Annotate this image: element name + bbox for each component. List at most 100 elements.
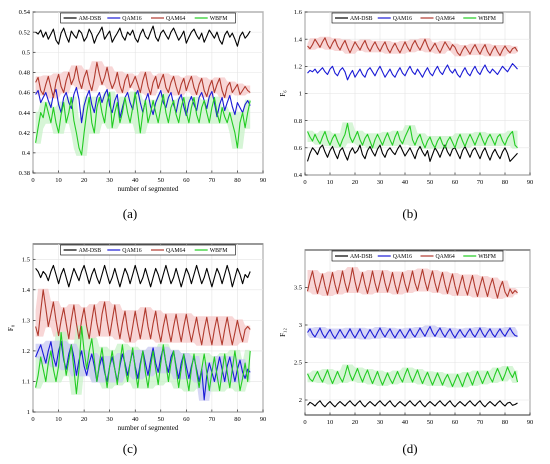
- y-tick-label: 1.4: [294, 36, 303, 43]
- x-tick-label: 40: [132, 416, 139, 423]
- band-wbfm: [307, 122, 518, 149]
- x-tick-label: 10: [55, 177, 62, 184]
- y-tick-label: 0.54: [19, 9, 31, 16]
- legend-label: AM-DSB: [350, 254, 373, 260]
- series-line-qam64: [306, 267, 518, 299]
- legend-box: [60, 12, 236, 24]
- y-tick-label: 0.4: [294, 172, 303, 179]
- y-tick-label: 2.5: [294, 360, 302, 367]
- band-wbfm: [307, 364, 518, 388]
- x-tick-label: 30: [377, 419, 384, 426]
- y-tick-label: 1.2: [22, 348, 30, 355]
- series-line-am-dsb: [35, 25, 251, 47]
- series-line-wbfm: [306, 122, 518, 149]
- panel-label: (a): [123, 206, 137, 221]
- x-tick-label: 60: [183, 416, 190, 423]
- y-tick-label: 0.8: [294, 118, 302, 125]
- y-tick-label: 0.6: [294, 145, 303, 152]
- series-line-qam64: [35, 61, 251, 99]
- x-tick-label: 10: [327, 419, 334, 426]
- legend-label: WBFM: [210, 16, 228, 22]
- legend: AM-DSB QAM16 QAM64 WBFM: [331, 250, 504, 262]
- y-tick-label: 1: [299, 91, 302, 98]
- y-tick-label: 1.1: [22, 379, 30, 386]
- series-line-wbfm: [307, 364, 519, 388]
- x-tick-label: 10: [55, 416, 62, 423]
- y-tick-label: 0.5: [22, 49, 30, 56]
- legend-label: WBFM: [210, 248, 228, 254]
- y-axis-label: F₁₂: [279, 328, 287, 337]
- x-tick-label: 90: [260, 416, 267, 423]
- y-tick-label: 0.52: [19, 29, 30, 36]
- x-tick-label: 20: [352, 179, 359, 186]
- x-tick-label: 0: [31, 416, 34, 423]
- x-tick-label: 80: [502, 179, 509, 186]
- x-tick-label: 30: [377, 179, 384, 186]
- y-tick-label: 0.38: [19, 170, 30, 177]
- x-tick-label: 50: [158, 177, 165, 184]
- legend-label: AM-DSB: [79, 16, 102, 22]
- y-tick-label: 1.5: [22, 256, 30, 263]
- y-tick-label: 3: [299, 322, 302, 329]
- panel-label: (d): [402, 441, 417, 456]
- x-tick-label: 70: [477, 419, 484, 426]
- series-line-am-dsb: [306, 144, 518, 162]
- band-qam64: [307, 267, 518, 299]
- y-tick-label: 0.46: [19, 90, 31, 97]
- y-tick-label: 0.4: [22, 150, 31, 157]
- legend-box: [331, 250, 504, 262]
- legend-label: QAM16: [393, 254, 412, 260]
- x-tick-label: 20: [81, 177, 88, 184]
- legend-label: QAM16: [393, 16, 412, 22]
- x-tick-label: 60: [183, 177, 190, 184]
- chart-panel-2: 0 10 20 30 40 50 60 70 80 90 0.4 0.6 0.8 1 1.2 1.4 1.6 AM…: [279, 9, 533, 221]
- series-line-wbfm: [35, 91, 251, 156]
- legend-label: WBFM: [478, 254, 496, 260]
- series-line-qam64: [307, 37, 518, 57]
- x-tick-label: 20: [352, 419, 359, 426]
- x-tick-label: 30: [106, 416, 113, 423]
- chart-panel-1: 0 10 20 30 40 50 60 70 80 90 0.38 0.4 0.42 0.44 0.46 0.…: [19, 9, 267, 221]
- x-tick-label: 70: [209, 416, 216, 423]
- legend-box: [331, 12, 504, 24]
- legend-label: AM-DSB: [350, 16, 373, 22]
- y-tick-label: 0.48: [19, 70, 30, 77]
- legend: AM-DSB QAM16 QAM64 WBFM: [60, 12, 236, 24]
- y-tick-label: 1: [27, 409, 30, 416]
- y-tick-label: 1.2: [294, 64, 302, 71]
- y-tick-label: 0.44: [19, 110, 31, 117]
- x-tick-label: 70: [477, 179, 484, 186]
- legend-label: WBFM: [478, 16, 496, 22]
- series-line-qam16: [307, 325, 518, 340]
- series-line-qam16: [307, 63, 518, 81]
- x-tick-label: 10: [327, 179, 334, 186]
- x-tick-label: 0: [303, 179, 306, 186]
- y-axis-label: F₈: [7, 324, 15, 331]
- chart-panel-4: 0 10 20 30 40 50 60 70 80 90 2 2.5 3 3.5 AM-DSB QAM16 QA…: [279, 249, 533, 456]
- x-tick-label: 50: [158, 416, 165, 423]
- y-tick-label: 0.42: [19, 130, 30, 137]
- x-tick-label: 40: [402, 179, 409, 186]
- x-tick-label: 80: [234, 416, 241, 423]
- x-tick-label: 20: [81, 416, 88, 423]
- x-tick-label: 40: [402, 419, 409, 426]
- legend-box: [60, 244, 236, 256]
- legend: AM-DSB QAM16 QAM64 WBFM: [331, 12, 504, 24]
- band-qam64: [307, 36, 518, 57]
- series-line-am-dsb: [35, 264, 251, 288]
- y-tick-label: 1.6: [294, 9, 303, 16]
- x-tick-label: 30: [106, 177, 113, 184]
- series-line-am-dsb: [307, 400, 518, 408]
- legend-label: QAM64: [436, 254, 455, 260]
- y-tick-label: 2: [299, 397, 302, 404]
- x-axis-label: number of segmented: [118, 424, 179, 432]
- band-qam16: [35, 340, 251, 401]
- x-tick-label: 80: [502, 419, 509, 426]
- band-wbfm: [35, 91, 251, 156]
- panel-label: (b): [402, 206, 417, 221]
- x-tick-label: 0: [31, 177, 34, 184]
- y-tick-label: 1.3: [22, 318, 30, 325]
- x-tick-label: 90: [527, 179, 534, 186]
- y-tick-label: 1.4: [22, 287, 31, 294]
